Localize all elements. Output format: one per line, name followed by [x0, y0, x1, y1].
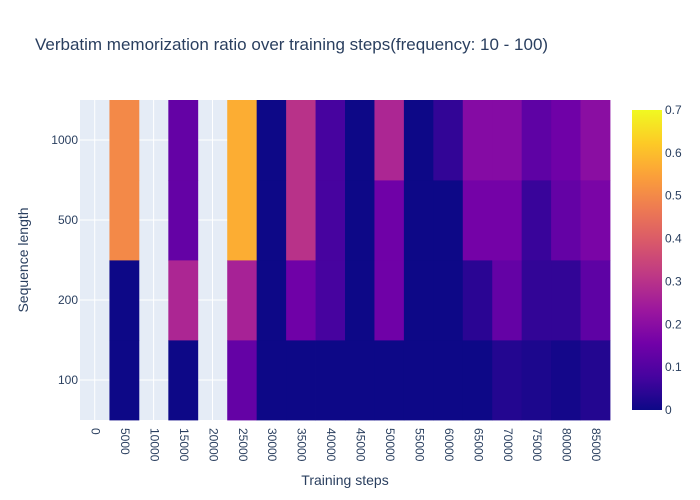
heatmap-cell[interactable]	[551, 260, 581, 341]
heatmap-cell[interactable]	[374, 100, 405, 181]
heatmap-cell[interactable]	[345, 340, 375, 421]
heatmap-cell[interactable]	[109, 100, 140, 181]
x-tick-label: 35000	[295, 428, 309, 462]
x-tick-label: 55000	[412, 428, 426, 462]
colorbar-tick-label: 0.2	[665, 317, 682, 331]
heatmap-cell[interactable]	[286, 340, 316, 421]
heatmap-cell[interactable]	[256, 340, 287, 421]
colorbar: 0 0.1 0.2 0.3 0.4 0.5 0.6 0.7	[632, 103, 682, 417]
heatmap-cell[interactable]	[521, 100, 552, 181]
heatmap-cell[interactable]	[433, 180, 464, 261]
heatmap-cell[interactable]	[345, 100, 375, 181]
heatmap-cell[interactable]	[433, 260, 464, 341]
heatmap-cell[interactable]	[374, 260, 405, 341]
heatmap-cell[interactable]	[462, 180, 493, 261]
heatmap-cell[interactable]	[521, 260, 552, 341]
heatmap-cell[interactable]	[315, 100, 346, 181]
heatmap-cell[interactable]	[580, 100, 611, 181]
x-tick-label: 60000	[442, 428, 456, 462]
x-axis-title: Training steps	[301, 472, 388, 488]
heatmap-cell[interactable]	[315, 260, 346, 341]
heatmap-cell[interactable]	[492, 260, 523, 341]
heatmap-cell[interactable]	[286, 260, 316, 341]
y-tick-label: 1000	[51, 133, 78, 147]
heatmap-cell[interactable]	[403, 340, 434, 421]
y-axis-ticks: 100 200 500 1000	[51, 133, 78, 387]
heatmap-cell[interactable]	[256, 260, 287, 341]
heatmap-cell[interactable]	[492, 180, 523, 261]
heatmap-cell[interactable]	[433, 100, 464, 181]
heatmap-cell[interactable]	[256, 100, 287, 181]
heatmap-cell[interactable]	[580, 340, 611, 421]
heatmap-cell[interactable]	[345, 260, 375, 341]
heatmap-cell[interactable]	[315, 180, 346, 261]
y-tick-label: 100	[58, 373, 78, 387]
heatmap-cell[interactable]	[580, 180, 611, 261]
heatmap-cell[interactable]	[109, 260, 140, 341]
heatmap-cell[interactable]	[227, 100, 258, 181]
colorbar-tick-label: 0.3	[665, 274, 682, 288]
heatmap-cell[interactable]	[403, 260, 434, 341]
colorbar-tick-label: 0.7	[665, 103, 682, 117]
x-tick-label: 70000	[501, 428, 515, 462]
heatmap-cell[interactable]	[551, 340, 581, 421]
heatmap-cell[interactable]	[374, 340, 405, 421]
x-tick-label: 20000	[206, 428, 220, 462]
chart-title: Verbatim memorization ratio over trainin…	[35, 35, 548, 54]
heatmap-cell[interactable]	[286, 100, 316, 181]
heatmap-cell[interactable]	[286, 180, 316, 261]
heatmap-cell[interactable]	[403, 100, 434, 181]
x-tick-label: 50000	[383, 428, 397, 462]
colorbar-tick-label: 0.1	[665, 360, 682, 374]
x-tick-label: 45000	[354, 428, 368, 462]
x-tick-label: 30000	[265, 428, 279, 462]
colorbar-tick-label: 0.4	[665, 232, 682, 246]
y-tick-label: 200	[58, 293, 78, 307]
heatmap-cell[interactable]	[168, 260, 199, 341]
y-axis-title: Sequence length	[15, 207, 31, 312]
heatmap-cell[interactable]	[374, 180, 405, 261]
heatmap-cell[interactable]	[492, 340, 523, 421]
heatmap-cell[interactable]	[580, 260, 611, 341]
x-tick-label: 25000	[236, 428, 250, 462]
heatmap-cell[interactable]	[227, 260, 258, 341]
x-tick-label: 75000	[530, 428, 544, 462]
heatmap-cell[interactable]	[492, 100, 523, 181]
heatmap-cell[interactable]	[109, 340, 140, 421]
y-tick-label: 500	[58, 213, 78, 227]
x-tick-label: 65000	[471, 428, 485, 462]
heatmap-cell[interactable]	[227, 180, 258, 261]
colorbar-tick-label: 0.5	[665, 189, 682, 203]
heatmap-cell[interactable]	[315, 340, 346, 421]
heatmap-cell[interactable]	[551, 100, 581, 181]
x-tick-label: 15000	[177, 428, 191, 462]
heatmap-cell[interactable]	[403, 180, 434, 261]
x-tick-label: 0	[89, 428, 103, 435]
x-axis-ticks: 0 5000 10000 15000 20000 25000 30000 35000 40000…	[89, 428, 604, 462]
heatmap-cell[interactable]	[462, 100, 493, 181]
heatmap-cell[interactable]	[521, 180, 552, 261]
heatmap-cell[interactable]	[345, 180, 375, 261]
plot-area[interactable]	[80, 100, 611, 421]
heatmap-cell[interactable]	[227, 340, 258, 421]
colorbar-tick-label: 0	[665, 403, 672, 417]
colorbar-tick-label: 0.6	[665, 146, 682, 160]
heatmap-cell[interactable]	[551, 180, 581, 261]
x-tick-label: 40000	[324, 428, 338, 462]
heatmap-cell[interactable]	[256, 180, 287, 261]
heatmap-cell[interactable]	[168, 180, 199, 261]
x-tick-label: 85000	[589, 428, 603, 462]
heatmap-cell[interactable]	[109, 180, 140, 261]
heatmap-cell[interactable]	[462, 260, 493, 341]
x-tick-label: 10000	[147, 428, 161, 462]
colorbar-gradient	[632, 110, 662, 410]
heatmap-cell[interactable]	[168, 100, 199, 181]
heatmap-cell[interactable]	[168, 340, 199, 421]
x-tick-label: 5000	[118, 428, 132, 455]
heatmap-cell[interactable]	[433, 340, 464, 421]
heatmap-cell[interactable]	[521, 340, 552, 421]
heatmap-cell[interactable]	[462, 340, 493, 421]
x-tick-label: 80000	[560, 428, 574, 462]
